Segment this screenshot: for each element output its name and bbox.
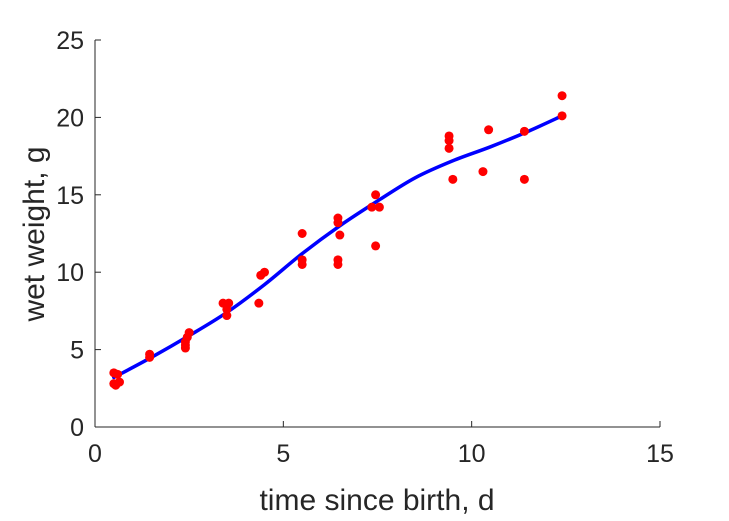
- data-point: [444, 143, 454, 153]
- y-tick-label: 25: [56, 27, 84, 55]
- x-tick-label: 15: [646, 440, 674, 468]
- data-point: [519, 126, 529, 136]
- data-point: [444, 136, 454, 146]
- data-point: [222, 311, 232, 321]
- y-tick-label: 15: [56, 182, 84, 210]
- data-point: [145, 349, 155, 359]
- data-point: [367, 202, 377, 212]
- data-point: [557, 111, 567, 121]
- y-tick-label: 10: [56, 259, 84, 287]
- data-point: [184, 328, 194, 338]
- data-point: [374, 202, 384, 212]
- axes: 0 5 10 15 0 5 10 15 20 25: [56, 27, 674, 468]
- data-point: [371, 190, 381, 200]
- data-point: [484, 125, 494, 135]
- data-point: [113, 369, 123, 379]
- data-point: [333, 218, 343, 228]
- x-tick-label: 5: [276, 440, 290, 468]
- data-point: [333, 259, 343, 269]
- x-axis-label: time since birth, d: [259, 484, 494, 517]
- y-axis-label: wet weight, g: [18, 146, 51, 322]
- data-point: [114, 377, 124, 387]
- data-point: [335, 230, 345, 240]
- data-point: [478, 167, 488, 177]
- data-points-layer: [109, 91, 567, 390]
- data-point: [260, 267, 269, 277]
- data-point: [448, 174, 458, 184]
- y-tick-label: 5: [70, 337, 84, 365]
- x-tick-label: 0: [88, 440, 102, 468]
- data-point: [254, 298, 264, 308]
- data-point: [297, 229, 307, 238]
- data-point: [557, 91, 567, 101]
- data-point: [297, 255, 307, 265]
- data-point: [519, 174, 529, 184]
- y-tick-label: 20: [56, 104, 84, 132]
- data-point: [224, 298, 234, 308]
- y-tick-label: 0: [70, 414, 84, 442]
- data-point: [371, 241, 381, 251]
- x-tick-label: 10: [458, 440, 486, 468]
